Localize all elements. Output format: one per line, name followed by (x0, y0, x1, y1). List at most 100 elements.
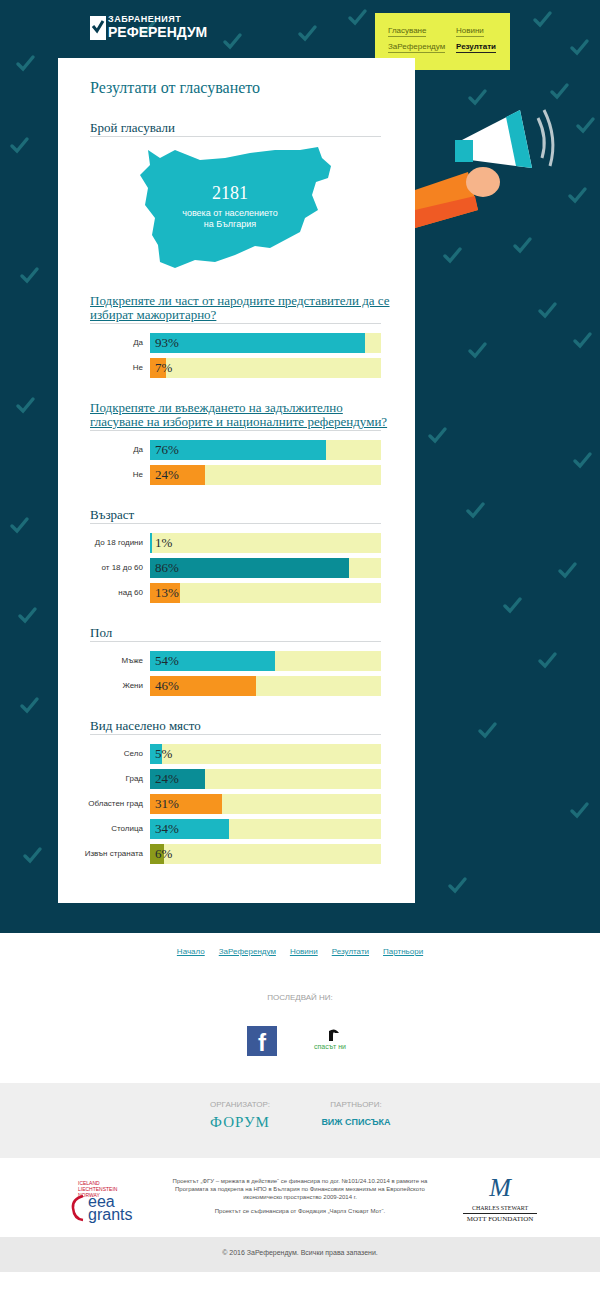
category-label: Да (60, 333, 143, 353)
section-rule (90, 323, 381, 324)
organizer-logo[interactable]: ФОРУМ (205, 1114, 275, 1131)
bar-track (150, 358, 381, 378)
check-decoration (25, 849, 40, 861)
check-decoration (540, 304, 555, 316)
bar (150, 558, 349, 578)
check-decoration (572, 804, 587, 816)
partner-logo-shape (329, 1029, 339, 1041)
follow-label: ПОСЛЕДВАЙ НИ: (0, 993, 600, 1002)
footer-link[interactable]: ЗаРеферендум (219, 947, 276, 956)
category-label: над 60 (60, 583, 143, 603)
check-decoration (18, 57, 33, 69)
data-label: 93% (155, 333, 179, 353)
footer-link[interactable]: Партньори (383, 947, 423, 956)
section-heading: Брой гласували (90, 120, 175, 136)
bar-track (150, 583, 381, 603)
logo-bottom: РЕФЕРЕНДУМ (108, 24, 207, 40)
check-decoration (20, 609, 35, 621)
check-decoration (18, 399, 33, 411)
voter-count: 2181 (180, 183, 280, 204)
data-label: 46% (155, 676, 179, 696)
question-title[interactable]: Подкрепяте ли част от народните представ… (90, 294, 390, 322)
check-decoration (12, 139, 27, 151)
funding-text: Програмата за подкрепа на НПО в България… (150, 1186, 450, 1192)
megaphone-handle (455, 140, 473, 162)
check-decoration (505, 599, 520, 611)
data-label: 7% (155, 358, 172, 378)
funding-text: икономическо пространство 2009-2014 г. (150, 1194, 450, 1200)
eea-ring (70, 1193, 86, 1223)
category-label: Да (60, 440, 143, 460)
check-decoration (22, 699, 37, 711)
data-label: 31% (155, 794, 179, 814)
check-decoration (572, 41, 587, 53)
nav-link[interactable]: Резултати (456, 42, 496, 53)
category-label: До 18 години (60, 533, 143, 553)
category-label: Столица (60, 819, 143, 839)
check-decoration (350, 11, 365, 23)
mott-logo-text: CHARLES STEWART (455, 1205, 545, 1211)
mott-rule (463, 1213, 537, 1214)
funding-text: Проектът „ФГУ – мрежата в действие“ се ф… (150, 1178, 450, 1184)
megaphone-illustration (415, 110, 553, 228)
data-label: 1% (155, 533, 172, 553)
data-label: 86% (155, 558, 179, 578)
mott-logo-mark: M (470, 1175, 530, 1201)
sound-wave (544, 110, 553, 166)
check-decoration (570, 189, 585, 201)
check-decoration (22, 269, 37, 281)
nav-link[interactable]: Новини (456, 26, 484, 37)
partner-logo[interactable]: спасът ни (300, 1043, 360, 1050)
nav-link[interactable]: ЗаРеферендум (388, 42, 445, 53)
section-heading: Пол (90, 626, 390, 640)
mott-logo-text: MOTT FOUNDATION (455, 1215, 545, 1223)
logo-icon (90, 16, 106, 40)
partners-label: ПАРТНЬОРИ: (326, 1100, 386, 1109)
section-rule (90, 430, 381, 431)
section-rule (90, 641, 381, 642)
eea-country: LIECHTENSTEIN (78, 1186, 117, 1192)
check-decoration (578, 119, 593, 131)
check-decoration (560, 564, 575, 576)
check-decoration (535, 13, 550, 25)
section-heading: Възраст (90, 508, 390, 522)
check-decoration (480, 724, 495, 736)
check-decoration (470, 91, 485, 103)
check-decoration (445, 249, 460, 261)
partners-link[interactable]: ВИЖ СПИСЪКА (316, 1117, 396, 1127)
check-decoration (515, 239, 530, 251)
data-label: 13% (155, 583, 179, 603)
check-decoration (225, 35, 240, 47)
bar-track (150, 533, 381, 553)
check-decoration (12, 519, 27, 531)
background-fill (0, 0, 600, 933)
voter-caption: човека от населението (160, 208, 300, 218)
section-rule (90, 734, 381, 735)
section-rule (90, 523, 381, 524)
gray-band (0, 1083, 600, 1158)
copyright: © 2016 ЗаРеферендум. Всички права запазе… (0, 1249, 600, 1256)
category-label: Жени (60, 676, 143, 696)
eea-country: ICELAND (78, 1180, 100, 1186)
footer-link[interactable]: Новини (290, 947, 318, 956)
category-label: Град (60, 769, 143, 789)
data-label: 6% (155, 844, 172, 864)
check-decoration (552, 85, 567, 97)
sound-wave (538, 118, 544, 158)
check-decoration (300, 27, 315, 39)
question-title[interactable]: Подкрепяте ли въвеждането на задължителн… (90, 401, 390, 429)
map-shape (140, 147, 331, 268)
data-label: 34% (155, 819, 179, 839)
section-heading: Вид населено място (90, 719, 390, 733)
footer-link[interactable]: Резултати (332, 947, 369, 956)
bar (150, 333, 365, 353)
category-label: Не (60, 465, 143, 485)
hand (466, 167, 500, 197)
footer-link[interactable]: Начало (177, 947, 205, 956)
eea-ring-arc (73, 1196, 83, 1220)
check-decoration (575, 454, 590, 466)
nav-link[interactable]: Гласуване (388, 26, 426, 37)
facebook-icon[interactable]: f (247, 1026, 277, 1056)
megaphone-rim (506, 110, 532, 168)
bar-track (150, 844, 381, 864)
